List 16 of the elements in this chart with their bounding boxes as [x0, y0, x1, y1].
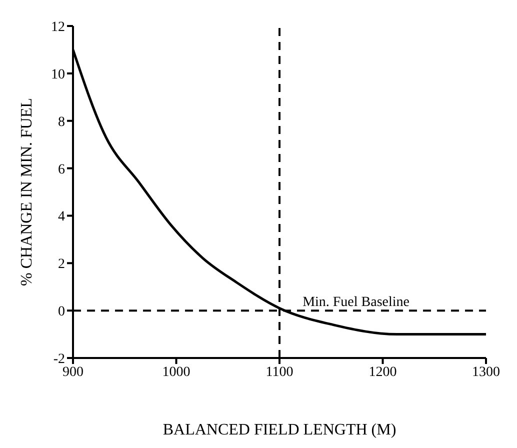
y-tick-label: -2 — [53, 352, 65, 367]
y-axis-title: % CHANGE IN MIN. FUEL — [18, 98, 36, 286]
y-tick-label: 6 — [58, 162, 65, 178]
x-tick-label: 1000 — [162, 364, 190, 380]
x-axis-title: BALANCED FIELD LENGTH (M) — [162, 421, 396, 438]
y-tick-label: 4 — [58, 210, 65, 225]
y-tick-label: 12 — [51, 20, 65, 35]
y-tick-label: 0 — [58, 304, 65, 320]
x-tick-label: 1100 — [266, 364, 294, 380]
x-tick-label: 1300 — [472, 364, 500, 380]
x-tick-label: 900 — [62, 364, 84, 380]
y-tick-label: 8 — [58, 114, 65, 130]
y-tick-label: 10 — [51, 67, 65, 82]
x-tick-label: 1200 — [368, 364, 397, 380]
ref-line-label: Min. Fuel Baseline — [302, 294, 410, 310]
y-tick-label: 2 — [58, 257, 65, 272]
